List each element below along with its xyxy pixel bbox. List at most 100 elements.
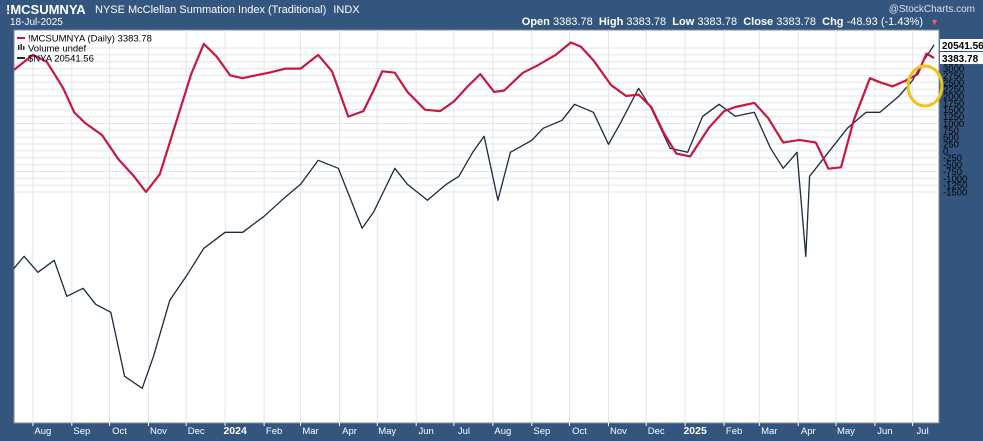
x-tick-label: 2025 (683, 425, 707, 437)
summation-series-line-point (675, 153, 677, 155)
close-label: Close (743, 16, 774, 28)
legend-label: Volume undef (28, 44, 86, 55)
x-tick-label: Mar (302, 426, 318, 437)
summation-series-line-point (892, 86, 893, 87)
x-tick-label: Mar (761, 426, 777, 437)
summation-series-line-point (799, 139, 800, 141)
summation-series-line-point (663, 132, 665, 134)
summation-series-line-point (203, 43, 205, 45)
summation-series-line-point (689, 155, 691, 157)
summation-series-line-point (373, 90, 374, 91)
summation-series-line-point (190, 73, 192, 75)
nya-series-line-point (638, 87, 640, 89)
nya-series-line-point (185, 275, 187, 277)
summation-series-line-point (493, 91, 495, 93)
nya-series-line-point (497, 199, 499, 201)
y-tick-label: 500 (943, 133, 959, 144)
summation-last-label: 3383.78 (942, 54, 979, 65)
nya-series-line-point (394, 167, 396, 169)
summation-series-line-point (117, 158, 119, 160)
nya-series-line-point (879, 111, 881, 113)
y-tick-label: 1750 (943, 98, 964, 109)
highlight-circle (906, 64, 944, 108)
nya-series-line-point (124, 375, 126, 377)
nya-series-line-point (406, 183, 408, 185)
nya-series-line-point (242, 231, 244, 233)
summation-series-line-point (610, 84, 612, 86)
open-value: 3383.78 (552, 16, 593, 28)
summation-series-line-point (317, 54, 319, 56)
nya-series-line-point (281, 199, 283, 201)
x-tick-label: Oct (572, 426, 587, 437)
brand-logo[interactable]: @StockCharts.com (888, 4, 975, 15)
y-tick-label: 2250 (943, 85, 964, 96)
exchange-text: INDX (333, 4, 360, 16)
nya-series-line-point (53, 259, 55, 261)
summation-series-line-point (132, 175, 134, 176)
nya-series-line-point (510, 151, 511, 153)
nya-series-line-point (687, 151, 689, 153)
overlay-layer: 20541.56 3383.78 (906, 39, 983, 108)
summation-series-line-point (580, 46, 582, 48)
summation-series-line-point (853, 120, 854, 122)
summation-series-line-point (708, 127, 710, 128)
summation-series-line-point (753, 102, 755, 104)
x-tick-label: Sep (73, 426, 90, 437)
nya-series-line-point (300, 183, 301, 185)
y-tick-label: 250 (943, 140, 959, 151)
summation-series-line-point (381, 70, 383, 72)
x-tick-label: Jul (458, 426, 470, 437)
nya-series-line-point (608, 143, 609, 145)
nya-series-line-point (912, 79, 914, 81)
low-label: Low (672, 16, 695, 28)
index-description: NYSE McClellan Summation Index (Traditio… (95, 4, 360, 16)
summation-series-line-point (625, 95, 627, 97)
grid-lines (14, 30, 939, 423)
nya-series-line-point (592, 111, 594, 113)
summation-series-line-point (503, 90, 505, 91)
open-label: Open (521, 16, 550, 28)
y-tick-label: -250 (943, 153, 962, 164)
x-tick-label: Apr (342, 426, 357, 437)
nya-series-line-point (427, 199, 428, 201)
nya-series-line-point (770, 147, 772, 149)
summation-series-line-point (869, 77, 871, 79)
summation-series-line-point (782, 142, 784, 144)
summation-series-line-point (879, 81, 881, 83)
nya-last-box (940, 39, 983, 51)
summation-series-line-point (73, 112, 75, 113)
nya-series-line-point (263, 215, 265, 217)
summation-series-line-point (735, 106, 736, 108)
nya-series-line-point (373, 211, 374, 213)
close-value: 3383.78 (776, 16, 816, 28)
nya-series-line-point (542, 127, 544, 129)
summation-last-box (940, 52, 983, 65)
nya-series-line-point (110, 311, 112, 313)
nya-series-line-point (933, 44, 935, 46)
ohlc-readout: Open 3383.78 High 3383.78 Low 3383.78 Cl… (522, 16, 939, 28)
x-tick-label: Apr (801, 426, 816, 437)
x-tick-label: Aug (494, 426, 511, 437)
summation-series-line-point (570, 42, 572, 43)
summation-series-line-point (904, 80, 906, 82)
y-tick-label: 1000 (943, 119, 964, 130)
summation-series-line-point (159, 173, 161, 175)
summation-series-line-point (32, 54, 34, 56)
nya-series-line-point (472, 151, 474, 153)
nya-series-line-point (702, 115, 704, 117)
x-tick-label: May (378, 426, 396, 437)
summation-series-line-point (439, 110, 441, 112)
summation-series-line-point (424, 109, 426, 111)
nya-series-line-point (561, 119, 563, 121)
x-axis: Aug Sep Oct Nov Dec 2024 Feb Mar Apr May Jun Jul Aug… (32, 423, 929, 437)
nya-series-line-point (445, 183, 447, 185)
down-triangle-icon: ▼ (930, 17, 939, 27)
nya-series-line (13, 44, 935, 389)
plot-area (13, 29, 940, 424)
x-tick-label: Feb (726, 426, 742, 437)
summation-series-line-point (522, 72, 524, 74)
y-tick-label: -1250 (943, 181, 967, 192)
